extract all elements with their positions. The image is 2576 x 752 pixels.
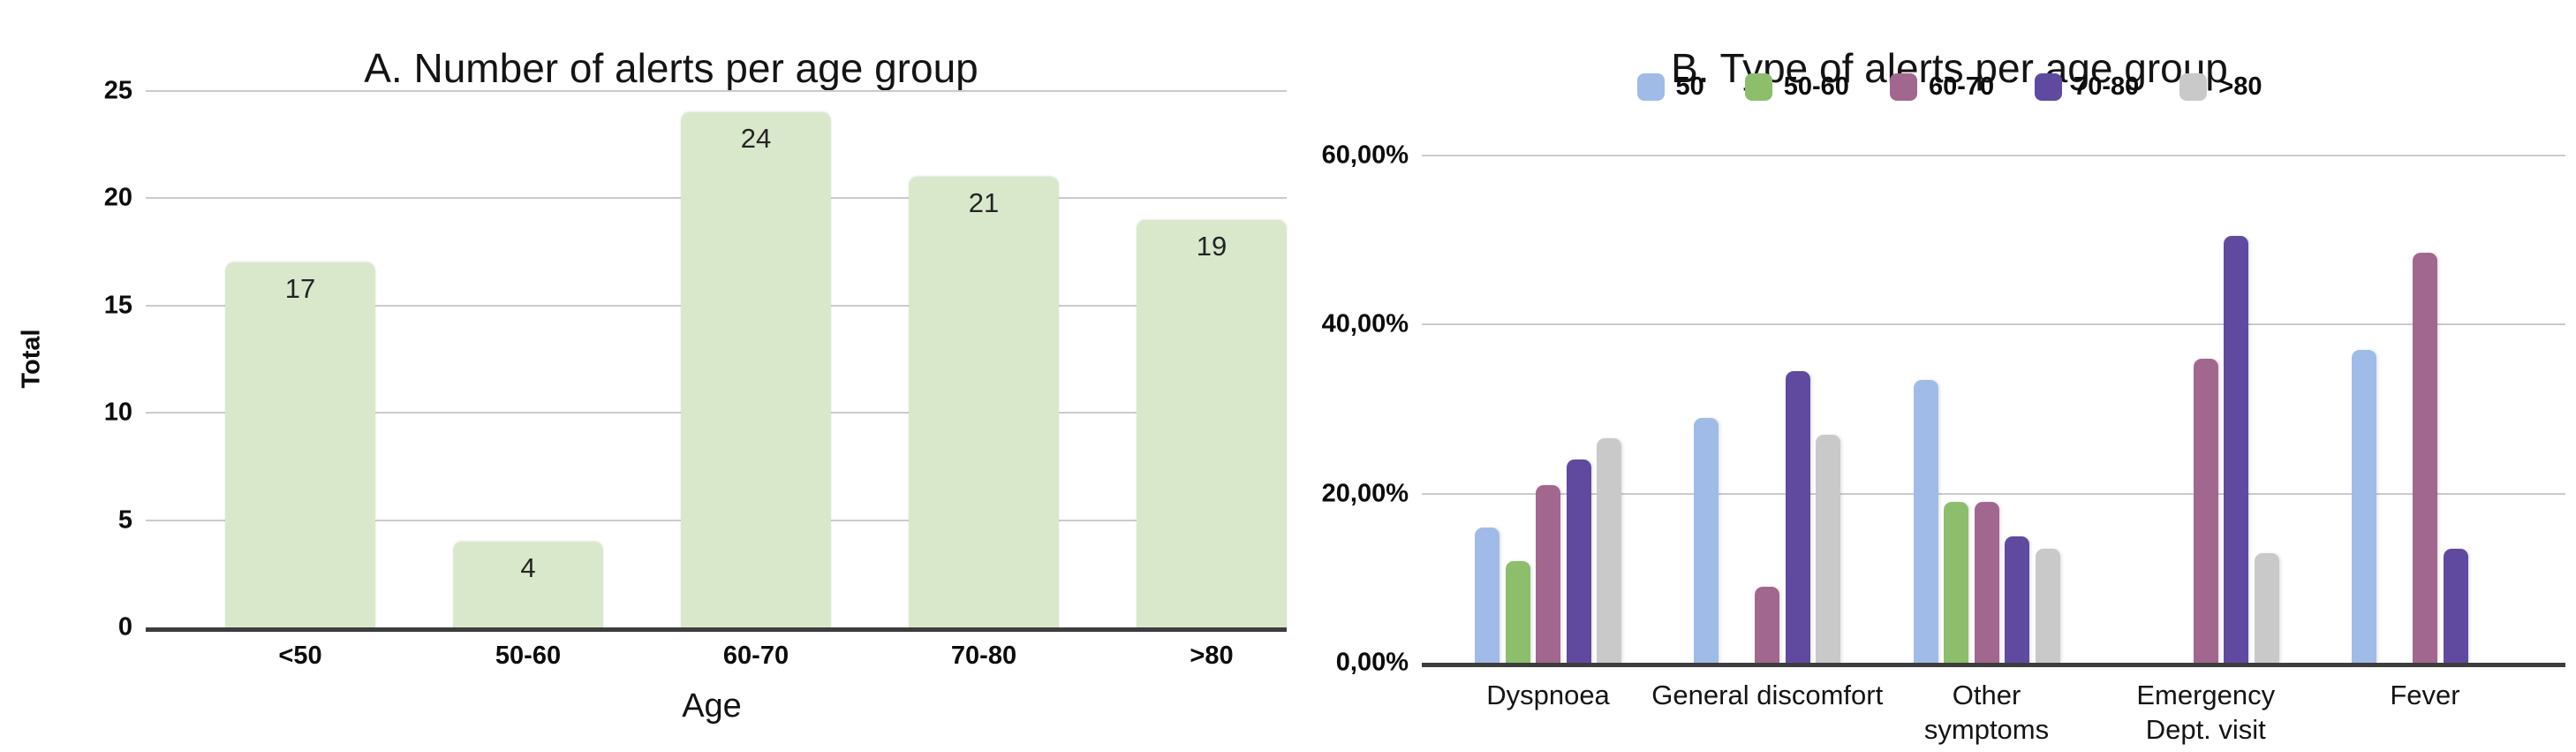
panel-b-y-tick-label: 20,00%	[1321, 479, 1409, 508]
panel-a-bar-value-label: 4	[520, 551, 536, 583]
panel-a-gridline	[146, 90, 1287, 92]
panel-a-y-tick-label: 15	[103, 291, 132, 320]
panel-b-bar	[2193, 358, 2218, 663]
legend-swatch	[2179, 73, 2208, 101]
legend-swatch	[2035, 73, 2063, 101]
legend-item-label: 70-80	[2074, 72, 2140, 101]
legend-swatch	[1744, 73, 1772, 101]
panel-b-gridline	[1422, 492, 2565, 495]
panel-b-bar	[1475, 527, 1500, 663]
legend-item: 70-80	[2035, 72, 2139, 102]
panel-a-y-tick-label: 5	[117, 505, 132, 535]
panel-b-bar	[1505, 561, 1530, 663]
panel-a-y-tick-label: 10	[103, 398, 132, 427]
panel-b-x-tick-label: Other symptoms	[1923, 680, 2050, 745]
legend-swatch	[1889, 73, 1917, 101]
panel-b: B. Type of alerts per age group 50 50-60 6…	[1289, 0, 2576, 752]
panel-b-bar	[2352, 350, 2376, 663]
panel-b-y-tick-label: 40,00%	[1321, 309, 1409, 338]
panel-a-y-tick-label: 0	[117, 612, 132, 642]
panel-a-y-tick-label: 20	[103, 183, 132, 212]
legend-item: 50	[1636, 72, 1704, 102]
panel-b-bar	[1694, 417, 1719, 663]
panel-b-bar	[2035, 548, 2060, 663]
panel-a-bar: 19	[1137, 219, 1287, 627]
panel-a-x-tick-label: <50	[278, 642, 322, 670]
panel-b-gridline	[1422, 155, 2565, 156]
panel-b-bar	[2443, 548, 2468, 663]
panel-a-bar-value-label: 19	[1196, 230, 1228, 262]
panel-a-bar-value-label: 17	[284, 273, 316, 305]
panel-b-x-tick-label: Emergency Dept. visit	[2136, 680, 2276, 745]
panel-b-bar	[2224, 235, 2249, 663]
panel-a-x-axis-line	[146, 627, 1287, 632]
legend-item-label: 50-60	[1783, 72, 1849, 101]
panel-a: A. Number of alerts per age group Total …	[17, 45, 1287, 725]
legend-item-label: >80	[2218, 72, 2262, 101]
panel-b-bar	[1597, 438, 1621, 663]
panel-b-bar	[1755, 586, 1780, 663]
panel-b-bar	[1944, 502, 1968, 663]
panel-b-bar	[1566, 460, 1591, 663]
panel-a-title: A. Number of alerts per age group	[364, 45, 978, 92]
panel-a-bar: 24	[681, 112, 831, 627]
legend-swatch	[1636, 73, 1665, 101]
panel-a-x-tick-label: 70-80	[950, 642, 1017, 670]
panel-b-bar	[1816, 434, 1841, 663]
panel-a-bar-value-label: 24	[740, 123, 772, 155]
panel-a-bar: 4	[453, 541, 603, 627]
panel-b-bar	[2413, 253, 2437, 663]
panel-b-bar	[2005, 536, 2029, 663]
panel-b-x-axis-line	[1422, 663, 2565, 667]
panel-a-y-axis-title: Total	[17, 329, 46, 389]
panel-a-x-tick-label: 60-70	[722, 642, 789, 670]
legend-item-label: 50	[1675, 72, 1704, 101]
panel-b-x-tick-label: General discomfort	[1651, 680, 1884, 710]
panel-a-x-tick-label: 50-60	[495, 642, 562, 670]
legend-item: 50-60	[1744, 72, 1849, 102]
panel-a-bar: 17	[225, 262, 375, 627]
panel-b-bar	[1785, 370, 1810, 663]
legend-item: 60-70	[1889, 72, 1995, 102]
panel-b-x-tick-label: Dyspnoea	[1486, 680, 1610, 710]
panel-b-bar	[2254, 552, 2279, 663]
panel-b-bar	[1974, 502, 1999, 663]
panel-b-legend: 50 50-60 60-70 70-80 >80	[1360, 72, 2539, 102]
panel-a-bar: 21	[909, 177, 1059, 627]
panel-b-bar	[1536, 485, 1560, 663]
panel-b-x-tick-label: Fever	[2390, 680, 2460, 710]
panel-b-y-tick-label: 0,00%	[1335, 648, 1409, 677]
legend-item-label: 60-70	[1928, 72, 1995, 101]
panel-a-y-tick-label: 25	[103, 76, 132, 105]
panel-a-x-tick-label: >80	[1190, 642, 1234, 670]
legend-item: >80	[2179, 72, 2262, 102]
panel-a-x-axis-title: Age	[682, 687, 742, 725]
panel-b-gridline	[1422, 323, 2565, 326]
panel-b-bar	[1913, 379, 1938, 663]
panel-b-y-tick-label: 60,00%	[1321, 141, 1409, 170]
panel-a-bar-value-label: 21	[968, 187, 1000, 219]
